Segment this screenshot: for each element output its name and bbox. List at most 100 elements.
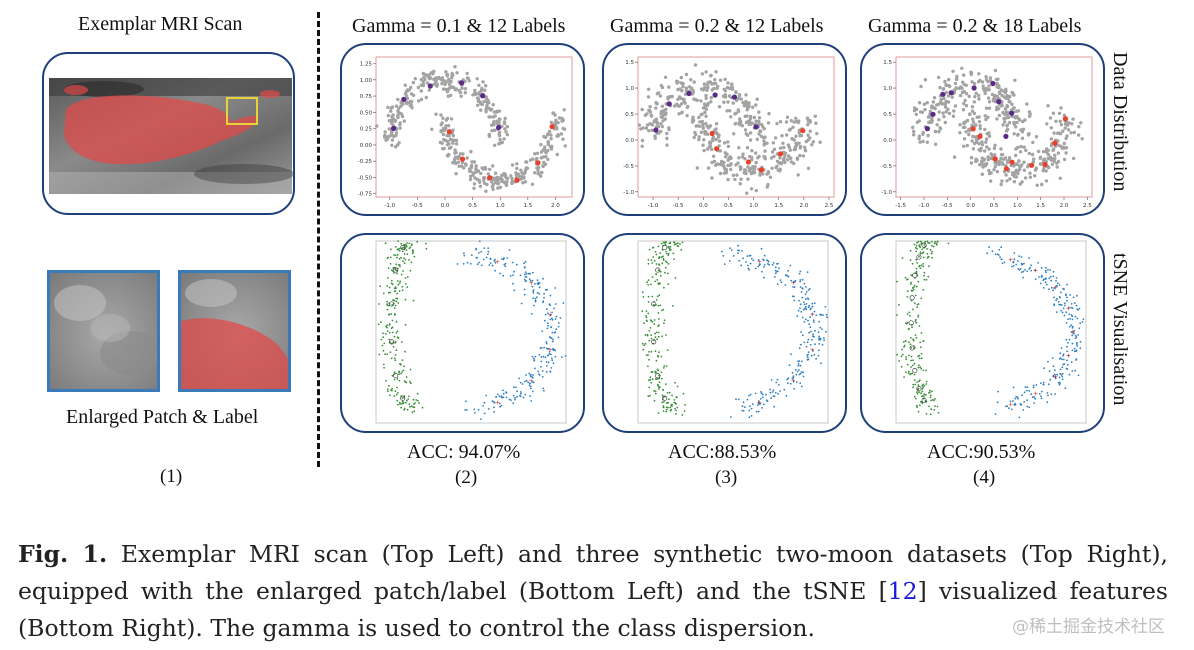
tsne-point-class-b	[819, 314, 822, 316]
unlabeled-point	[970, 105, 975, 109]
unlabeled-point	[1044, 179, 1049, 183]
unlabeled-point	[938, 85, 942, 90]
tsne-point-class-a	[416, 392, 419, 395]
unlabeled-point	[999, 156, 1003, 161]
tsne-point-class-b	[773, 405, 775, 408]
unlabeled-point	[471, 173, 475, 177]
tsne-point-class-a	[404, 298, 407, 301]
unlabeled-point	[491, 187, 495, 191]
tsne-point-class-a	[398, 282, 401, 284]
unlabeled-point	[1055, 165, 1059, 169]
unlabeled-point	[780, 134, 784, 138]
tsne-point-class-b	[514, 398, 516, 401]
tsne-point-class-a	[900, 365, 903, 368]
unlabeled-point	[496, 181, 501, 186]
unlabeled-point	[555, 152, 559, 157]
citation-link[interactable]: 12	[887, 577, 918, 605]
tsne-point-class-b	[1026, 386, 1029, 388]
tsne-point-class-a	[917, 303, 920, 305]
tsne-labeled-marker-b: +	[1066, 352, 1071, 359]
unlabeled-point	[733, 122, 737, 126]
unlabeled-point	[981, 87, 986, 91]
tsne-point-class-b	[527, 381, 529, 384]
unlabeled-point	[757, 116, 762, 120]
unlabeled-point	[964, 130, 968, 134]
unlabeled-point	[474, 166, 478, 171]
tsne-point-class-b	[546, 327, 549, 330]
tsne-point-class-b	[801, 334, 804, 337]
tsne-point-class-b	[817, 349, 820, 352]
unlabeled-point	[505, 133, 510, 137]
unlabeled-point	[416, 85, 421, 90]
tsne-point-class-b	[1008, 407, 1010, 410]
tsne-point-class-a	[669, 245, 672, 248]
tsne-point-class-a	[923, 395, 925, 397]
tsne-point-class-a	[902, 353, 904, 356]
unlabeled-point	[472, 186, 476, 190]
tsne-point-class-b	[825, 330, 827, 333]
tsne-point-class-a	[906, 278, 908, 281]
tsne-point-class-b	[1046, 392, 1049, 394]
unlabeled-point	[403, 83, 407, 87]
tsne-point-class-a	[655, 299, 658, 301]
tsne-point-class-b	[538, 292, 540, 295]
tsne-point-class-b	[525, 379, 528, 382]
unlabeled-point	[969, 156, 974, 160]
tsne-point-class-b	[537, 281, 540, 284]
unlabeled-point	[973, 95, 977, 99]
tsne-point-class-b	[775, 381, 778, 384]
y-tick-label: -1.0	[881, 190, 892, 196]
tsne-point-class-b	[815, 357, 817, 360]
tsne-point-class-a	[670, 403, 673, 406]
unlabeled-point	[701, 126, 705, 130]
unlabeled-point	[503, 127, 507, 131]
tsne-point-class-b	[772, 262, 775, 264]
unlabeled-point	[505, 176, 510, 181]
labeled-point-class-a	[753, 124, 759, 130]
tsne-point-class-a	[412, 406, 414, 408]
unlabeled-point	[563, 144, 567, 148]
tsne-point-class-b	[1024, 268, 1026, 271]
tsne-point-class-b	[1011, 265, 1013, 268]
tsne-point-class-b	[1070, 303, 1073, 305]
unlabeled-point	[1014, 125, 1018, 129]
unlabeled-point	[747, 120, 751, 125]
tsne-point-class-b	[812, 319, 815, 322]
unlabeled-point	[1051, 148, 1055, 152]
unlabeled-point	[804, 139, 808, 144]
tsne-point-class-b	[742, 257, 745, 260]
tsne-point-class-b	[826, 316, 828, 319]
tsne-point-class-b	[1006, 405, 1009, 407]
tsne-point-class-b	[1058, 284, 1061, 286]
tsne-point-class-a	[392, 345, 395, 348]
tsne-point-class-a	[917, 366, 920, 369]
tsne-point-class-b	[550, 317, 553, 320]
tsne-point-class-b	[482, 258, 485, 261]
unlabeled-point	[749, 187, 754, 191]
tsne-point-class-b	[1074, 334, 1077, 337]
unlabeled-point	[653, 136, 657, 140]
unlabeled-point	[390, 138, 395, 142]
unlabeled-point	[977, 93, 981, 98]
tsne-point-class-b	[1023, 391, 1026, 394]
tsne-point-class-a	[654, 332, 656, 335]
tsne-point-class-a	[911, 326, 913, 329]
tsne-point-class-b	[772, 389, 775, 391]
unlabeled-point	[544, 150, 548, 155]
unlabeled-point	[946, 107, 950, 111]
unlabeled-point	[972, 82, 977, 86]
unlabeled-point	[987, 88, 991, 92]
unlabeled-point	[1004, 116, 1008, 120]
unlabeled-point	[963, 98, 967, 103]
tsne-point-class-b	[537, 370, 540, 373]
unlabeled-point	[745, 191, 749, 195]
tsne-point-class-b	[1030, 264, 1032, 267]
tsne-point-class-a	[676, 406, 679, 409]
labeled-point-class-a	[930, 111, 936, 117]
tsne-point-class-a	[918, 364, 920, 367]
unlabeled-point	[697, 135, 701, 139]
tsne-point-class-b	[762, 403, 765, 406]
tsne-point-class-a	[652, 246, 654, 249]
tsne-point-class-a	[931, 256, 933, 259]
unlabeled-point	[660, 104, 665, 108]
